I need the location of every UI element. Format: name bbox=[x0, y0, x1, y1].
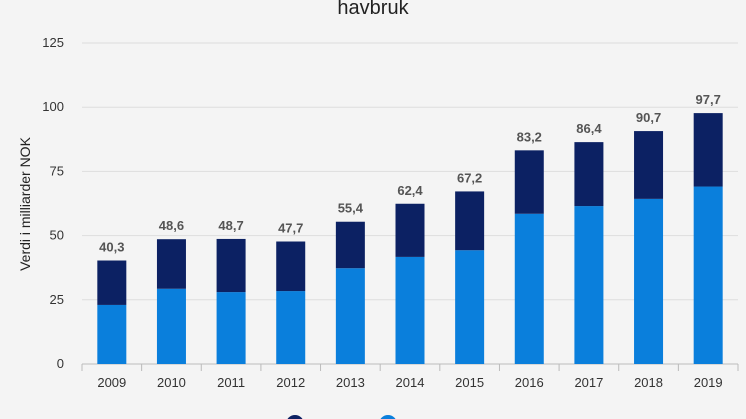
bar-segment-upper bbox=[395, 203, 425, 257]
x-tick-label: 2010 bbox=[157, 375, 186, 390]
data-label: 97,7 bbox=[696, 92, 721, 107]
bar-segment-upper bbox=[574, 142, 604, 207]
y-axis-ticks: 0 25 50 75 100 125 bbox=[42, 35, 64, 371]
chart-title: havbruk bbox=[337, 0, 409, 19]
x-tick-label: 2011 bbox=[217, 375, 245, 390]
x-tick-label: 2009 bbox=[97, 375, 126, 390]
data-label: 40,3 bbox=[99, 240, 124, 255]
y-axis-title: Verdi i milliarder NOK bbox=[17, 136, 33, 270]
y-tick-label: 75 bbox=[50, 163, 64, 178]
bar-segment-upper bbox=[156, 239, 186, 289]
bars bbox=[97, 113, 723, 364]
bar-segment-lower bbox=[335, 268, 365, 364]
data-label: 62,4 bbox=[397, 183, 423, 198]
x-axis-ticks: 2009 2010 2011 2012 2013 2014 2015 2016 2017 2018… bbox=[81, 364, 739, 390]
data-labels: 40,3 48,6 48,7 47,7 55,4 62,4 67,2 83,2 86,4 90,7… bbox=[99, 92, 721, 254]
data-label: 90,7 bbox=[636, 110, 661, 125]
x-tick-label: 2017 bbox=[574, 375, 603, 390]
bar-segment-upper bbox=[514, 150, 544, 214]
bar-segment-lower bbox=[156, 288, 186, 364]
data-label: 47,7 bbox=[278, 221, 303, 236]
x-tick-label: 2018 bbox=[634, 375, 663, 390]
y-tick-label: 50 bbox=[50, 228, 64, 243]
y-tick-label: 125 bbox=[42, 35, 64, 50]
bar-segment-upper bbox=[276, 241, 306, 292]
bar-segment-upper bbox=[693, 113, 723, 187]
bar-segment-upper bbox=[216, 238, 246, 293]
x-tick-label: 2019 bbox=[694, 375, 723, 390]
bar-segment-upper bbox=[634, 131, 664, 199]
bar-segment-lower bbox=[574, 206, 604, 364]
x-tick-label: 2016 bbox=[515, 375, 544, 390]
legend-marker bbox=[380, 415, 396, 419]
bar-segment-upper bbox=[455, 191, 485, 251]
bar-segment-upper bbox=[335, 221, 365, 269]
y-tick-label: 25 bbox=[50, 292, 64, 307]
y-tick-label: 0 bbox=[57, 356, 64, 371]
legend bbox=[287, 415, 396, 419]
bar-segment-lower bbox=[693, 186, 723, 364]
x-tick-label: 2015 bbox=[455, 375, 484, 390]
x-tick-label: 2012 bbox=[276, 375, 305, 390]
bar-segment-lower bbox=[216, 292, 246, 364]
data-label: 83,2 bbox=[517, 129, 542, 144]
data-label: 48,7 bbox=[218, 218, 243, 233]
bar-segment-lower bbox=[97, 304, 127, 364]
bar-segment-upper bbox=[97, 260, 127, 305]
bar-segment-lower bbox=[514, 213, 544, 364]
bar-segment-lower bbox=[634, 198, 664, 364]
x-tick-label: 2014 bbox=[396, 375, 425, 390]
legend-marker bbox=[287, 415, 303, 419]
data-label: 86,4 bbox=[576, 121, 602, 136]
y-tick-label: 100 bbox=[42, 99, 64, 114]
bar-segment-lower bbox=[276, 291, 306, 364]
x-tick-label: 2013 bbox=[336, 375, 365, 390]
data-label: 67,2 bbox=[457, 170, 482, 185]
bar-segment-lower bbox=[395, 256, 425, 364]
data-label: 48,6 bbox=[159, 218, 184, 233]
bar-segment-lower bbox=[455, 250, 485, 364]
data-label: 55,4 bbox=[338, 201, 364, 216]
